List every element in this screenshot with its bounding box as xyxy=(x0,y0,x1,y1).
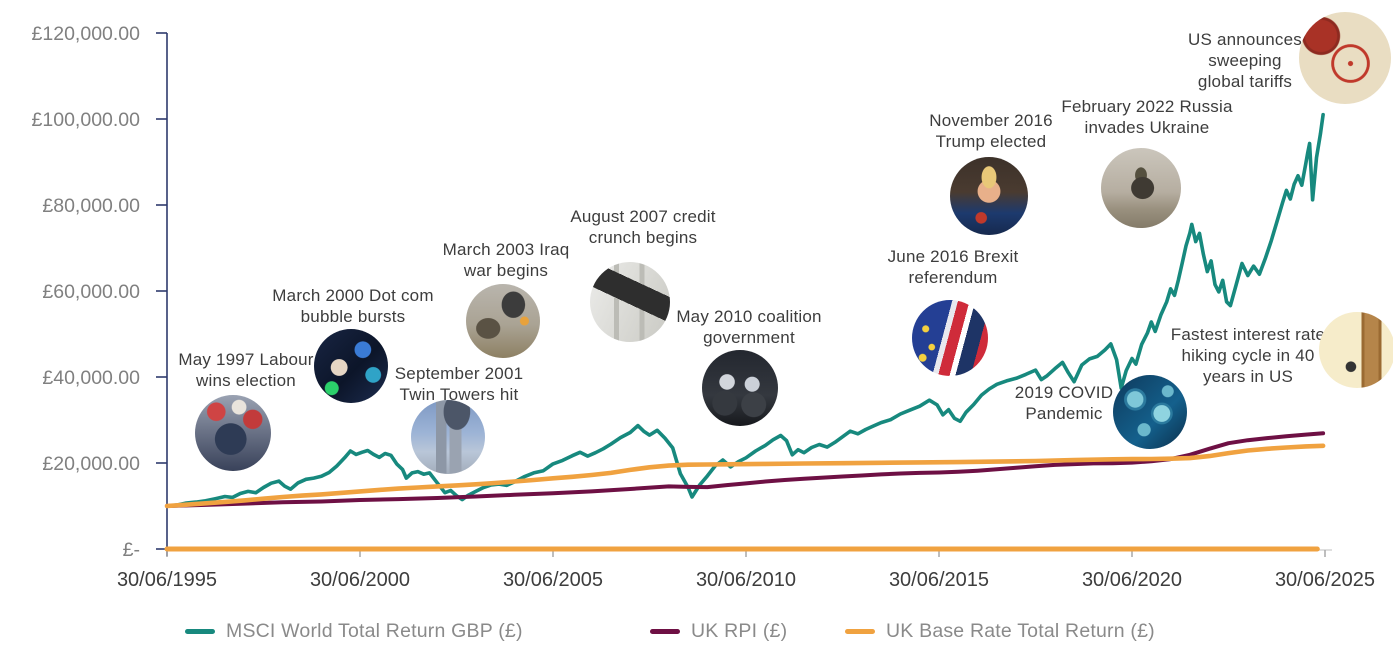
trump-portrait-photo xyxy=(950,157,1028,235)
dotcom-bubble-photo xyxy=(314,329,388,403)
labour-election-photo xyxy=(195,395,271,471)
iraq-war-photo xyxy=(466,284,540,358)
event-label-dotcom-bubble: March 2000 Dot com bubble bursts xyxy=(272,286,434,326)
legend-item-uk-rpi: UK RPI (£) xyxy=(650,618,787,644)
x-tick-label: 30/06/1995 xyxy=(117,569,217,591)
y-tick-label: £120,000.00 xyxy=(32,23,141,45)
event-label-brexit: June 2016 Brexit referendum xyxy=(887,247,1019,287)
event-label-ukraine-invasion: February 2022 Russia invades Ukraine xyxy=(1061,97,1233,137)
y-tick-label: £100,000.00 xyxy=(32,109,141,131)
y-tick-label: £80,000.00 xyxy=(42,195,140,217)
legend-label-msci: MSCI World Total Return GBP (£) xyxy=(226,619,523,642)
event-label-covid: 2019 COVID Pandemic xyxy=(1014,383,1114,423)
x-tick-label: 30/06/2000 xyxy=(310,569,410,591)
y-tick-label: £20,000.00 xyxy=(42,453,140,475)
ukraine-tank-photo xyxy=(1101,148,1181,228)
legend-item-msci: MSCI World Total Return GBP (£) xyxy=(185,618,523,644)
event-label-trump-elected: November 2016 Trump elected xyxy=(929,111,1053,151)
y-tick-label: £60,000.00 xyxy=(42,281,140,303)
uk-rpi-line-swatch xyxy=(650,628,680,634)
x-tick-label: 30/06/2010 xyxy=(696,569,796,591)
legend-item-uk-base-rate: UK Base Rate Total Return (£) xyxy=(845,618,1155,644)
x-tick-label: 30/06/2005 xyxy=(503,569,603,591)
event-label-labour-election: May 1997 Labour wins election xyxy=(178,350,314,390)
event-label-rate-hiking: Fastest interest rate hiking cycle in 40… xyxy=(1170,325,1326,386)
x-tick-label: 30/06/2020 xyxy=(1082,569,1182,591)
event-label-iraq-war: March 2003 Iraq war begins xyxy=(442,240,570,280)
y-tick-label: £40,000.00 xyxy=(42,367,140,389)
legend-label-uk-base-rate: UK Base Rate Total Return (£) xyxy=(886,619,1155,642)
uk-base-rate-line xyxy=(164,443,1326,509)
msci-line xyxy=(165,112,1325,508)
wall-street-sign-photo xyxy=(590,262,670,342)
tariffs-stamp-photo xyxy=(1299,12,1391,104)
event-label-credit-crunch: August 2007 credit crunch begins xyxy=(570,207,716,247)
x-tick-label: 30/06/2015 xyxy=(889,569,989,591)
covid-virus-photo xyxy=(1113,375,1187,449)
twin-towers-photo xyxy=(411,400,485,474)
brexit-flags-photo xyxy=(912,300,988,376)
legend-label-uk-rpi: UK RPI (£) xyxy=(691,619,788,642)
event-label-twin-towers: September 2001 Twin Towers hit xyxy=(394,364,524,404)
coalition-government-photo xyxy=(702,350,778,426)
uk-base-rate-line-swatch xyxy=(845,628,875,634)
event-label-tariffs: US announces sweeping global tariffs xyxy=(1188,30,1302,91)
rate-hike-illustration-photo xyxy=(1319,312,1393,388)
y-tick-label: £- xyxy=(123,539,140,561)
event-label-coalition: May 2010 coalition government xyxy=(676,307,822,347)
msci-line-swatch xyxy=(185,628,215,634)
x-tick-label: 30/06/2025 xyxy=(1275,569,1375,591)
